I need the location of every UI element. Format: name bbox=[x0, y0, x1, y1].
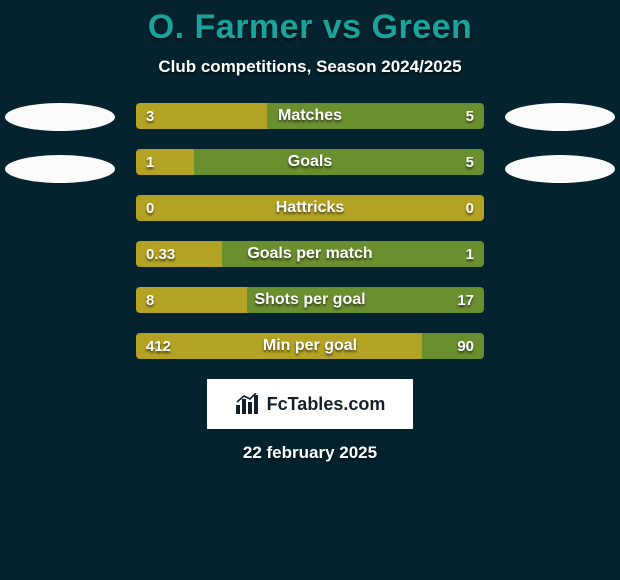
brand-chart-icon bbox=[235, 393, 261, 415]
footer-date: 22 february 2025 bbox=[0, 443, 620, 463]
player-left-logos bbox=[0, 103, 120, 207]
club-logo-left-1 bbox=[5, 103, 115, 131]
stat-bar-right bbox=[422, 333, 484, 359]
page-subtitle: Club competitions, Season 2024/2025 bbox=[0, 57, 620, 77]
content-root: O. Farmer vs Green Club competitions, Se… bbox=[0, 0, 620, 580]
stat-bar-right bbox=[222, 241, 484, 267]
stat-row: Hattricks00 bbox=[136, 195, 484, 221]
stat-bar-left bbox=[136, 195, 484, 221]
stat-bar-right bbox=[194, 149, 484, 175]
comparison-chart: Matches35 Goals15 Hattricks00 Goals per mat… bbox=[0, 103, 620, 359]
page-title: O. Farmer vs Green bbox=[0, 0, 620, 47]
club-logo-left-2 bbox=[5, 155, 115, 183]
brand-text: FcTables.com bbox=[267, 394, 386, 415]
club-logo-right-1 bbox=[505, 103, 615, 131]
stat-bar-left bbox=[136, 149, 194, 175]
stat-bar-left bbox=[136, 241, 222, 267]
stat-row: Goals per match0.331 bbox=[136, 241, 484, 267]
stat-row: Min per goal41290 bbox=[136, 333, 484, 359]
stat-bar-left bbox=[136, 287, 247, 313]
player-right-logos bbox=[500, 103, 620, 207]
stat-bar-right bbox=[247, 287, 484, 313]
club-logo-right-2 bbox=[505, 155, 615, 183]
stat-bar-right bbox=[267, 103, 485, 129]
stat-bar-left bbox=[136, 103, 267, 129]
stat-row: Goals15 bbox=[136, 149, 484, 175]
stat-row: Matches35 bbox=[136, 103, 484, 129]
bars-container: Matches35 Goals15 Hattricks00 Goals per mat… bbox=[136, 103, 484, 359]
brand-badge: FcTables.com bbox=[207, 379, 413, 429]
stat-row: Shots per goal817 bbox=[136, 287, 484, 313]
stat-bar-left bbox=[136, 333, 422, 359]
